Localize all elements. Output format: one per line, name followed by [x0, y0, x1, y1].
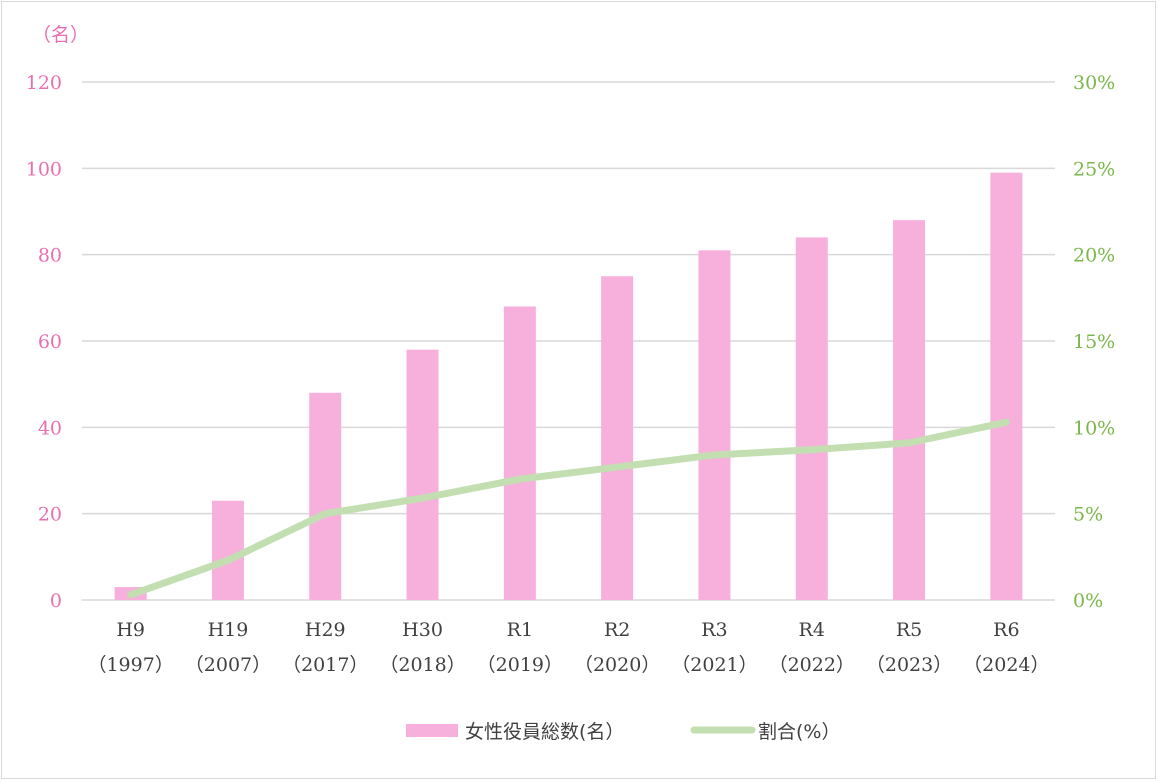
bar [698, 250, 731, 600]
legend: 女性役員総数(名） 割合(%） [406, 721, 840, 743]
x-axis-tick-label: R2 [604, 619, 630, 641]
right-axis-tick-label: 10% [1073, 417, 1115, 439]
bar [795, 237, 828, 600]
x-axis-tick-label: R5 [896, 619, 922, 641]
x-axis-tick-sublabel: （2007） [185, 654, 271, 676]
x-axis-ticks: H9 （1997） H19 （2007） H29 （2017） H30 （2018） R1 （20… [87, 619, 1049, 676]
right-axis-tick-label: 5% [1073, 504, 1103, 526]
x-axis-tick-sublabel: （1997） [87, 654, 173, 676]
x-axis-tick-label: R4 [799, 619, 825, 641]
line-series [127, 418, 1010, 599]
left-axis-tick-label: 100 [26, 158, 62, 180]
right-axis-tick-label: 15% [1073, 331, 1115, 353]
x-axis-tick-sublabel: （2017） [282, 654, 368, 676]
bar [309, 392, 342, 600]
bar [990, 172, 1023, 600]
legend-swatch-bar [406, 724, 458, 737]
left-axis-tick-label: 60 [38, 331, 62, 353]
x-axis-tick-sublabel: （2018） [379, 654, 465, 676]
left-axis-tick-label: 40 [38, 417, 62, 439]
left-axis-tick-label: 80 [38, 245, 62, 267]
bar [211, 500, 244, 600]
x-axis-tick-label: R1 [507, 619, 533, 641]
x-axis-tick-label: H29 [305, 619, 346, 641]
left-axis-ticks: 0 20 40 60 80 100 120 [26, 72, 62, 612]
x-axis-tick-sublabel: （2022） [769, 654, 855, 676]
x-axis-tick-label: H9 [116, 619, 145, 641]
right-axis-ticks: 0% 5% 10% 15% 20% 25% 30% [1073, 72, 1115, 612]
right-axis-tick-label: 20% [1073, 245, 1115, 267]
left-axis-unit-label: （名） [32, 24, 89, 46]
bar-series [114, 172, 1023, 600]
legend-label-line: 割合(%） [758, 721, 840, 743]
right-axis-tick-label: 25% [1073, 158, 1115, 180]
x-axis-tick-label: H30 [402, 619, 443, 641]
ratio-line [127, 418, 1010, 599]
left-axis-tick-label: 120 [26, 72, 62, 94]
left-axis-tick-label: 20 [38, 504, 62, 526]
x-axis-tick-label: R6 [993, 619, 1019, 641]
right-axis-tick-label: 30% [1073, 72, 1115, 94]
x-axis-tick-label: H19 [208, 619, 249, 641]
x-axis-tick-label: R3 [701, 619, 727, 641]
x-axis-tick-sublabel: （2024） [963, 654, 1049, 676]
right-axis-tick-label: 0% [1073, 590, 1103, 612]
x-axis-tick-sublabel: （2019） [477, 654, 563, 676]
x-axis-tick-sublabel: （2020） [574, 654, 660, 676]
bar [406, 349, 439, 600]
x-axis-tick-sublabel: （2023） [866, 654, 952, 676]
legend-label-bar: 女性役員総数(名） [465, 721, 624, 743]
bar [893, 220, 926, 600]
bar [503, 306, 536, 600]
gridlines [82, 81, 1055, 601]
x-axis-tick-sublabel: （2021） [671, 654, 757, 676]
bar [601, 276, 634, 600]
left-axis-tick-label: 0 [50, 590, 62, 612]
